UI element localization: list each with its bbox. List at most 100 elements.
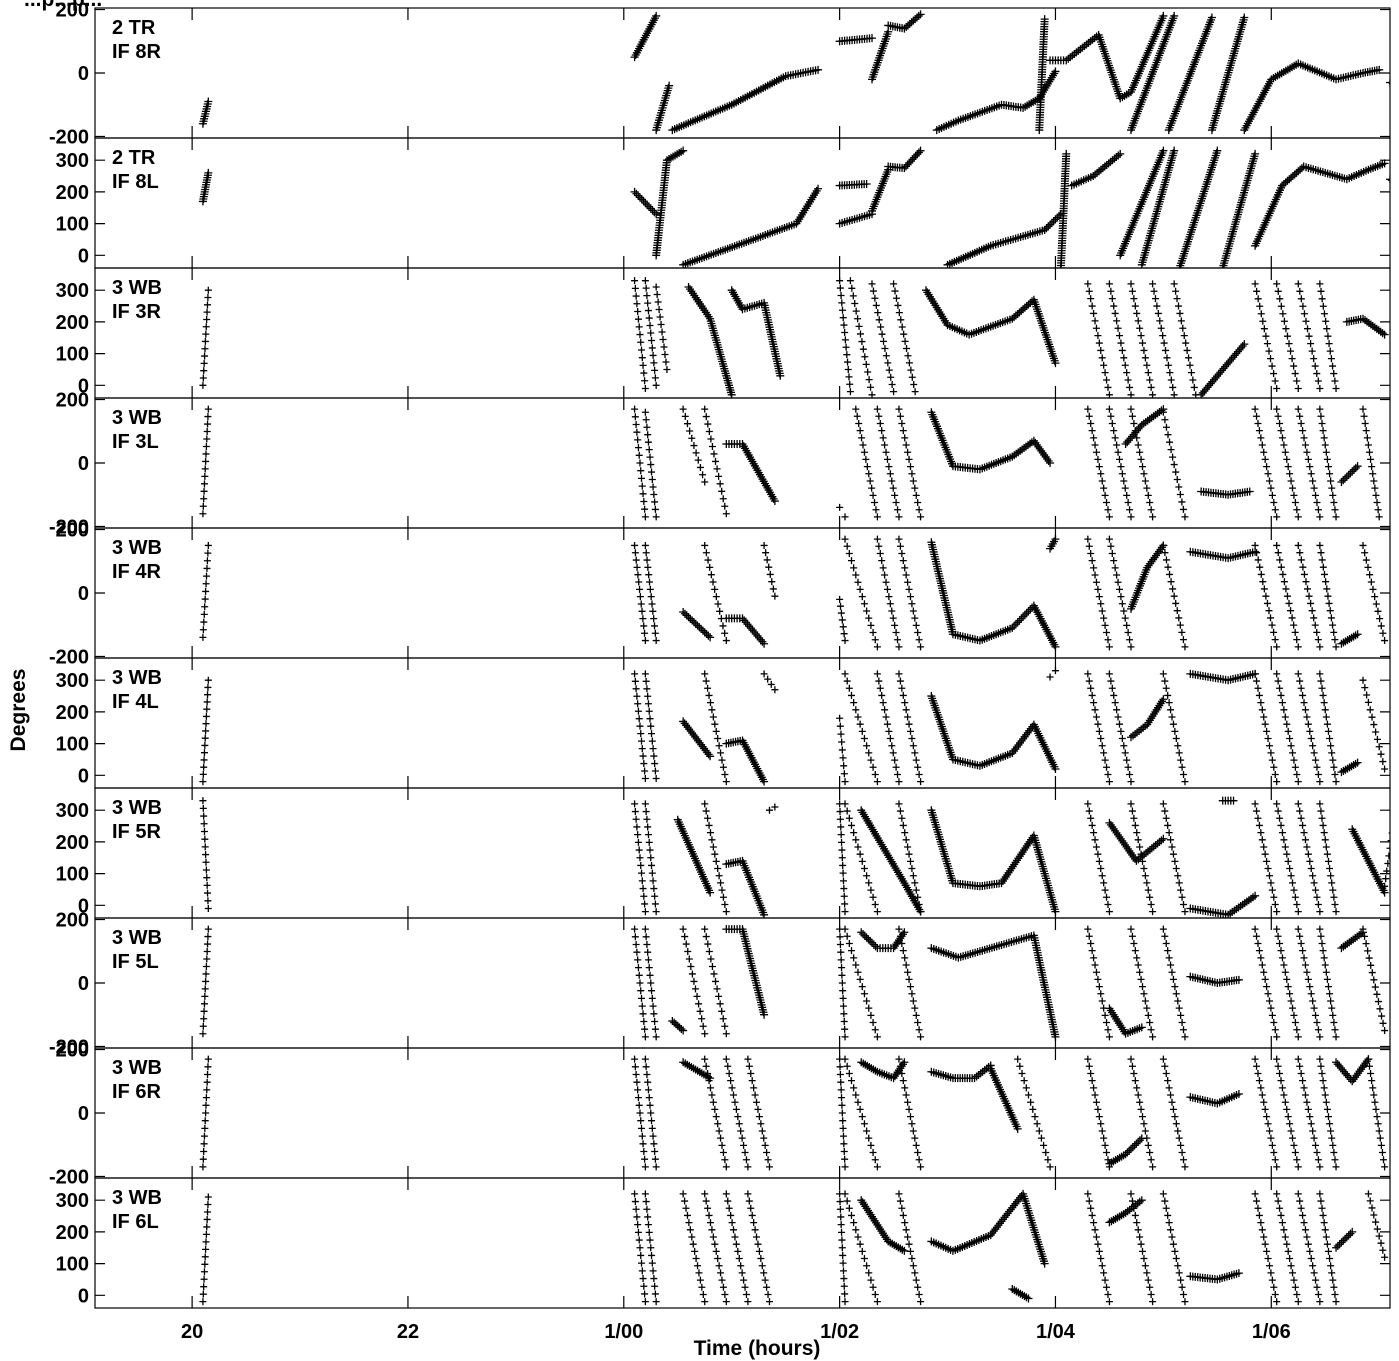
- data-point: [1141, 997, 1149, 1005]
- data-point: [706, 829, 714, 837]
- data-point: [1278, 954, 1286, 962]
- data-point: [1110, 557, 1118, 565]
- data-point: [641, 277, 649, 285]
- data-point: [203, 948, 211, 956]
- data-point: [1253, 1062, 1261, 1070]
- data-point: [885, 727, 893, 735]
- data-point: [647, 593, 655, 601]
- y-tick-label: 0: [78, 583, 89, 605]
- data-point: [1166, 369, 1174, 377]
- data-point: [1130, 295, 1138, 303]
- data-point: [1169, 975, 1177, 983]
- data-point: [896, 677, 904, 685]
- data-point: [202, 323, 210, 331]
- data-point: [1165, 829, 1173, 837]
- data-point: [1164, 431, 1172, 439]
- data-point: [1255, 691, 1263, 699]
- data-point: [1273, 908, 1281, 916]
- data-point: [633, 300, 641, 308]
- data-point: [1337, 478, 1346, 487]
- data-point: [1296, 1062, 1304, 1070]
- data-point: [651, 505, 659, 513]
- data-point: [915, 770, 923, 778]
- data-point: [1177, 756, 1185, 764]
- data-point: [719, 1149, 727, 1157]
- data-point: [1159, 1190, 1167, 1198]
- data-point: [1267, 614, 1275, 622]
- data-point: [1264, 470, 1272, 478]
- data-point: [1296, 807, 1304, 815]
- data-point: [679, 608, 688, 617]
- data-point: [1178, 1149, 1186, 1157]
- data-point: [631, 277, 639, 285]
- data-point: [1105, 643, 1113, 651]
- data-point: [1234, 975, 1243, 984]
- data-point: [850, 564, 858, 572]
- y-tick-label: 0: [78, 245, 89, 267]
- data-point: [1361, 549, 1369, 557]
- data-point: [854, 315, 862, 323]
- data-point: [1329, 621, 1337, 629]
- data-point: [1369, 585, 1377, 593]
- data-point: [1351, 463, 1360, 472]
- data-point: [1368, 969, 1376, 977]
- data-point: [708, 1091, 716, 1099]
- data-point: [1259, 578, 1267, 586]
- data-point: [1166, 438, 1174, 446]
- data-point: [1276, 556, 1284, 564]
- data-point: [1286, 735, 1294, 743]
- data-point: [712, 1247, 720, 1255]
- data-point: [888, 477, 896, 485]
- data-point: [854, 713, 862, 721]
- data-point: [1180, 1026, 1188, 1034]
- data-point: [1257, 434, 1265, 442]
- data-point: [1097, 990, 1105, 998]
- data-point: [1051, 215, 1060, 224]
- data-point: [903, 345, 911, 353]
- data-point: [650, 1140, 658, 1148]
- data-point: [867, 621, 875, 629]
- data-point: [1322, 1233, 1330, 1241]
- data-point: [1051, 359, 1060, 368]
- data-point: [1162, 684, 1170, 692]
- data-point: [679, 146, 688, 155]
- data-point: [1040, 15, 1049, 24]
- data-point: [847, 557, 855, 565]
- data-point: [863, 463, 871, 471]
- data-point: [1136, 422, 1145, 431]
- data-point: [1316, 800, 1324, 808]
- data-point: [1306, 1113, 1314, 1121]
- data-point: [1296, 412, 1304, 420]
- data-point: [1094, 1105, 1102, 1113]
- data-point: [850, 699, 858, 707]
- data-point: [199, 1298, 207, 1306]
- data-point: [701, 478, 709, 486]
- data-point: [706, 752, 715, 761]
- data-point: [1326, 735, 1334, 743]
- data-point: [640, 1148, 648, 1155]
- data-point: [888, 607, 896, 615]
- data-point: [905, 975, 913, 983]
- data-point: [649, 1267, 657, 1275]
- data-point: [768, 578, 776, 586]
- data-point: [647, 979, 655, 987]
- data-point: [841, 1190, 849, 1198]
- data-point: [904, 968, 912, 976]
- data-point: [871, 499, 879, 507]
- y-tick-label: 300: [56, 280, 89, 302]
- data-point: [1175, 1269, 1183, 1277]
- data-point: [1162, 814, 1170, 822]
- data-point: [840, 1148, 848, 1155]
- data-point: [839, 994, 847, 1002]
- data-point: [1307, 865, 1315, 873]
- data-point: [641, 774, 649, 782]
- data-point: [694, 1262, 702, 1270]
- data-point: [765, 563, 773, 571]
- data-point: [871, 900, 879, 908]
- data-point: [1105, 535, 1113, 543]
- data-point: [1318, 684, 1326, 692]
- data-point: [701, 541, 709, 549]
- data-point: [200, 1000, 208, 1008]
- data-point: [894, 506, 902, 514]
- data-point: [1370, 477, 1378, 485]
